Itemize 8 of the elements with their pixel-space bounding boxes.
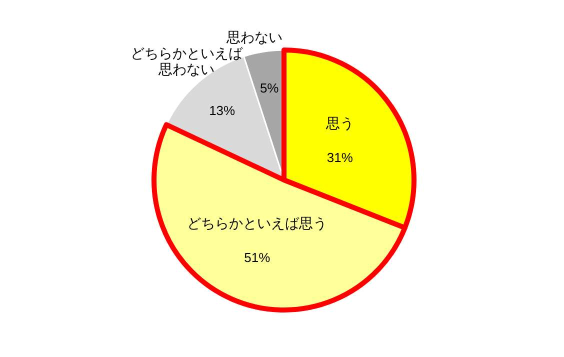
data-label: 31%	[326, 150, 354, 166]
slice-label: 思う	[324, 115, 354, 132]
slice-label: どちらかといえば思う	[187, 215, 328, 232]
data-label: 13%	[209, 102, 236, 118]
slice-label: 思わない	[226, 29, 284, 46]
data-label: 51%	[244, 250, 271, 266]
slice-label: どちらかといえば思わない	[129, 44, 244, 78]
data-label: 5%	[260, 80, 280, 96]
